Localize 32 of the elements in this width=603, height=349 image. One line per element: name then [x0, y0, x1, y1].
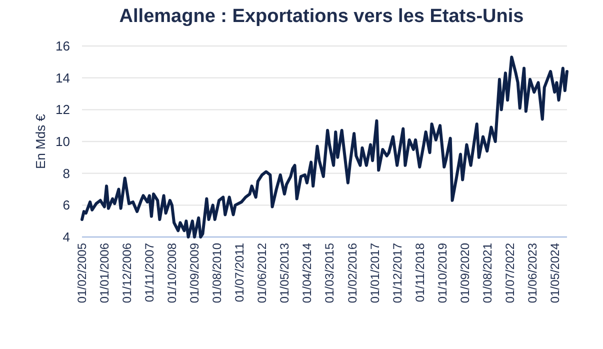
x-tick-label: 01/02/2005 — [75, 242, 90, 304]
x-tick-label: 01/02/2016 — [345, 242, 360, 304]
y-axis-title: En Mds € — [33, 113, 48, 169]
x-tick-label: 01/11/2007 — [142, 242, 157, 302]
x-tick-label: 01/11/2018 — [412, 242, 427, 302]
x-tick-label: 01/03/2015 — [322, 242, 337, 304]
y-tick-label: 4 — [62, 230, 70, 245]
x-tick-label: 01/08/2021 — [480, 242, 494, 304]
x-tick-label: 01/06/2012 — [255, 242, 270, 304]
chart-title: Allemagne : Exportations vers les Etats-Unis — [119, 6, 524, 27]
x-tick-label: 01/05/2013 — [278, 242, 292, 304]
y-tick-label: 8 — [62, 166, 70, 181]
x-tick-label: 01/09/2009 — [188, 242, 202, 304]
x-tick-label: 01/01/2006 — [98, 242, 112, 304]
line-series — [80, 56, 568, 238]
x-tick-label: 01/09/2020 — [458, 242, 472, 304]
y-tick-label: 6 — [62, 198, 70, 213]
x-tick-label: 01/10/2019 — [435, 242, 450, 304]
x-tick-label: 01/05/2024 — [548, 242, 562, 304]
y-tick-label: 14 — [56, 70, 70, 86]
x-tick-label: 01/08/2010 — [210, 242, 224, 304]
x-tick-label: 01/04/2014 — [300, 242, 314, 304]
x-tick-label: 01/12/2017 — [390, 242, 404, 304]
y-tick-label: 16 — [56, 38, 70, 54]
y-tick-label: 12 — [56, 102, 70, 118]
x-tick-label: 01/10/2008 — [165, 242, 180, 304]
x-tick-label: 01/06/2023 — [525, 242, 540, 304]
x-tick-label: 01/12/2006 — [120, 242, 134, 304]
x-tick-label: 01/07/2022 — [502, 242, 517, 304]
x-tick-label: 01/01/2017 — [368, 242, 382, 304]
y-tick-label: 10 — [56, 134, 70, 150]
x-tick-label: 01/07/2011 — [232, 242, 247, 302]
